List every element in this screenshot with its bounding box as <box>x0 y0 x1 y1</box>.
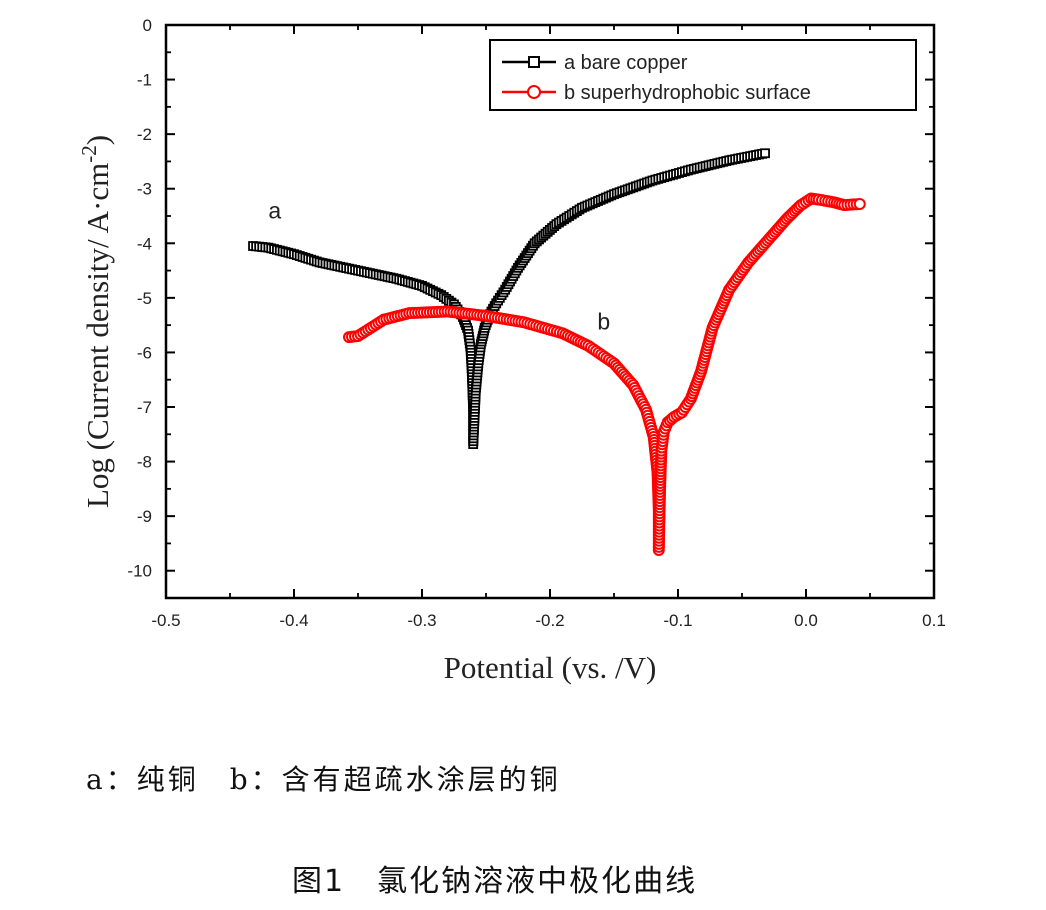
svg-text:Log (Current density/ A·cm-2): Log (Current density/ A·cm-2) <box>77 135 115 508</box>
x-tick-label: -0.1 <box>663 611 692 630</box>
legend-label: a bare copper <box>564 52 688 74</box>
y-axis-label: Log (Current density/ A·cm-2) <box>77 135 115 508</box>
y-tick-label: -2 <box>137 125 152 144</box>
legend-entry-b: b superhydrophobic surface <box>502 82 811 104</box>
x-tick-labels: -0.5 -0.4 -0.3 -0.2 -0.1 0.0 0.1 <box>151 611 945 630</box>
curve-label-a: a <box>268 198 281 224</box>
series-line <box>348 197 860 551</box>
y-tick-label: -6 <box>137 343 152 362</box>
legend: a bare copper b superhydrophobic surface <box>489 39 917 111</box>
y-tick-label: -3 <box>137 180 152 199</box>
y-tick-label: -1 <box>137 71 152 90</box>
x-tick-label: -0.2 <box>535 611 564 630</box>
data-point-marker <box>853 197 866 210</box>
y-tick-label: -10 <box>127 562 152 581</box>
curve-labels: ab <box>268 198 610 335</box>
x-tick-label: 0.0 <box>794 611 818 630</box>
y-tick-label: -9 <box>137 507 152 526</box>
x-axis-label: Potential (vs. /V) <box>444 650 657 685</box>
legend-marker <box>528 56 540 68</box>
series-b-superhydrophobic <box>343 192 866 556</box>
figure-caption: 图1 氯化钠溶液中极化曲线 <box>292 864 698 899</box>
x-tick-label: -0.4 <box>279 611 308 630</box>
y-axis-label-main: Log (Current density/ A·cm <box>80 163 115 508</box>
legend-label: b superhydrophobic surface <box>564 82 811 104</box>
series-a-bare-copper <box>248 148 770 450</box>
y-tick-label: -5 <box>137 289 152 308</box>
legend-marker <box>527 85 541 99</box>
y-tick-label: -8 <box>137 453 152 472</box>
y-axis-label-close: ) <box>80 135 115 145</box>
x-tick-label: -0.3 <box>407 611 436 630</box>
y-tick-label: -4 <box>137 234 152 253</box>
data-point-marker <box>760 148 770 159</box>
curve-label-b: b <box>597 309 610 335</box>
x-tick-label: 0.1 <box>922 611 946 630</box>
legend-box <box>489 39 917 111</box>
legend-entry-a: a bare copper <box>502 52 688 74</box>
series-layer <box>248 148 866 556</box>
axis-ticks <box>165 24 935 599</box>
y-tick-label: 0 <box>143 16 152 35</box>
x-tick-label: -0.5 <box>151 611 180 630</box>
y-tick-labels: 0 -1 -2 -3 -4 -5 -6 -7 -8 -9 -10 <box>127 16 152 581</box>
y-axis-label-superscript: -2 <box>77 145 101 163</box>
caption-sample-legend: a：纯铜 b：含有超疏水涂层的铜 <box>86 763 561 796</box>
y-tick-label: -7 <box>137 398 152 417</box>
